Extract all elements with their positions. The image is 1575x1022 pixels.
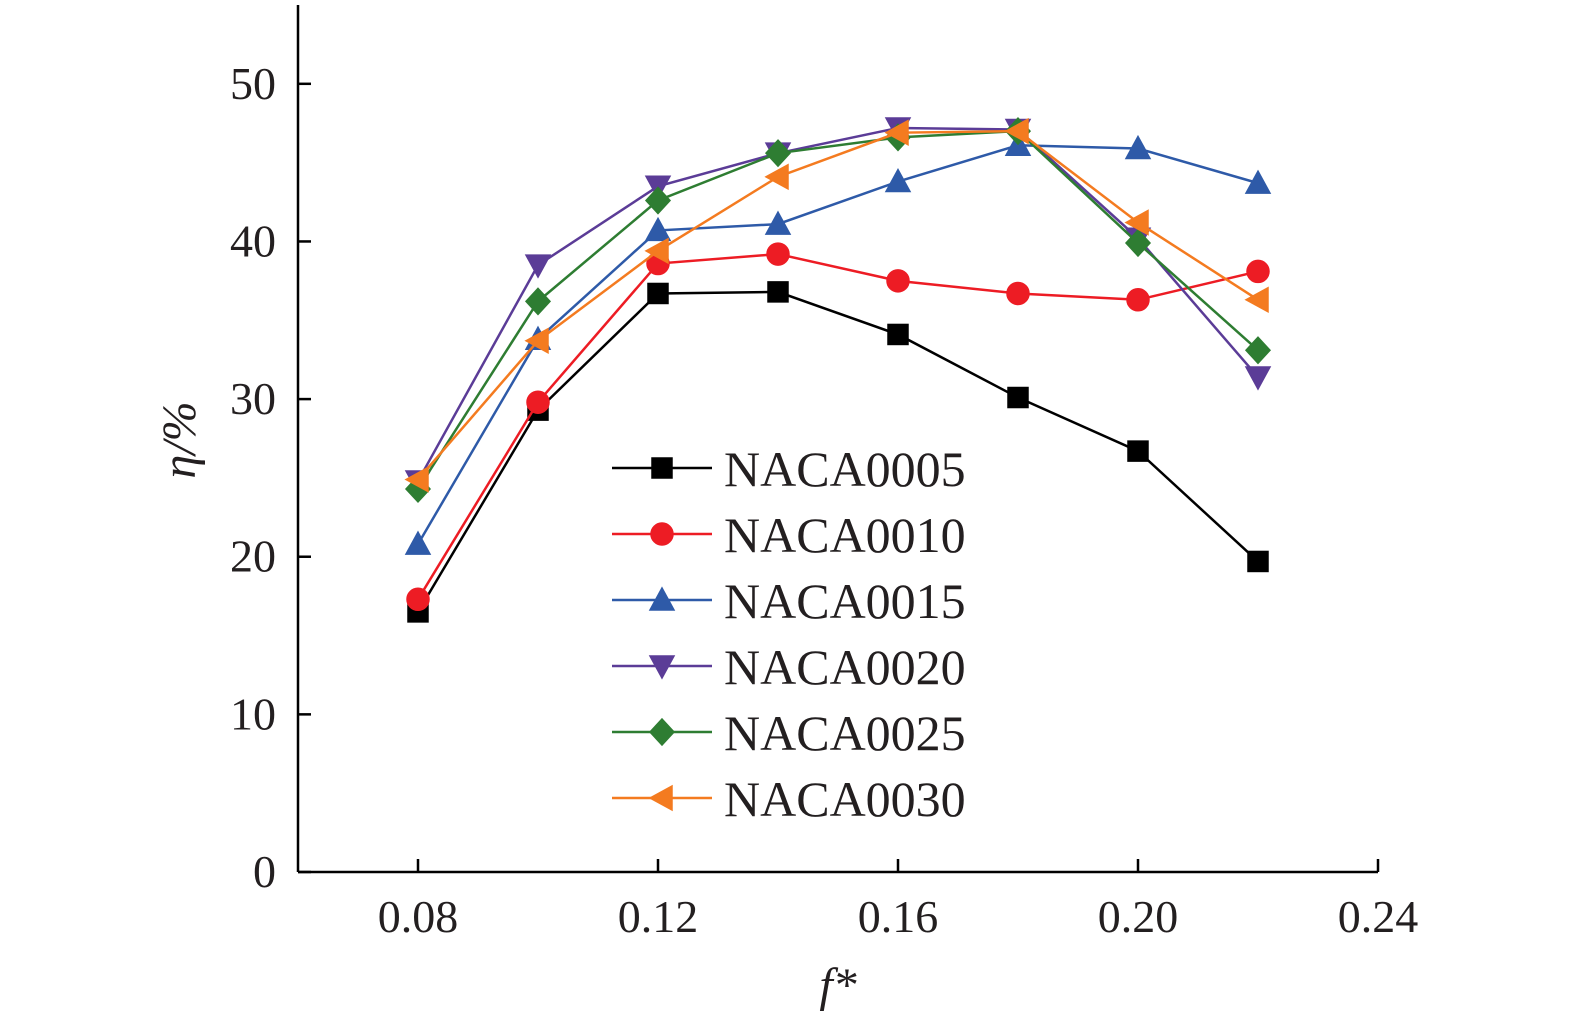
data-point-naca0015 [764, 210, 792, 235]
series-line-naca0030 [417, 129, 1259, 481]
legend-item-naca0030: NACA0030 [612, 771, 966, 827]
data-point-naca0005 [767, 281, 789, 303]
data-point-naca0010 [1126, 288, 1150, 312]
data-point-naca0025 [1124, 228, 1152, 258]
y-ticks: 0 10 20 30 40 50 [230, 58, 311, 897]
legend-marker [648, 655, 676, 680]
data-point-naca0030 [764, 163, 789, 191]
x-tick-label: 0.24 [1338, 891, 1419, 942]
series-layer [404, 117, 1272, 623]
y-tick-label: 20 [230, 531, 276, 582]
data-point-naca0015 [644, 216, 672, 242]
data-point-naca0010 [1006, 281, 1030, 306]
data-point-naca0030 [884, 119, 909, 146]
series-line-naca0010 [416, 252, 1259, 600]
y-tick-label: 30 [230, 373, 276, 424]
legend-label: NACA0010 [724, 507, 966, 563]
data-point-naca0015 [1124, 134, 1152, 160]
legend-label: NACA0025 [724, 705, 966, 761]
data-point-naca0005 [647, 282, 669, 305]
legend-item-naca0005: NACA0005 [612, 441, 966, 497]
x-ticks: 0.08 0.12 0.16 0.20 0.24 [378, 859, 1419, 942]
legend-item-naca0020: NACA0020 [612, 639, 966, 695]
legend-marker [648, 784, 673, 812]
data-point-naca0015 [884, 167, 912, 193]
data-point-naca0010 [406, 587, 430, 612]
legend-marker [650, 522, 674, 546]
y-tick-label: 50 [230, 58, 276, 109]
data-point-naca0025 [524, 287, 552, 316]
legend-marker [648, 586, 676, 611]
series-naca0005 [407, 281, 1269, 623]
axes [296, 5, 1378, 874]
legend-label: NACA0005 [724, 441, 966, 497]
data-point-naca0030 [404, 466, 429, 493]
data-point-naca0030 [1004, 117, 1029, 145]
y-tick-label: 40 [230, 215, 276, 266]
data-point-naca0010 [886, 269, 910, 293]
series-line-naca0015 [416, 144, 1259, 545]
data-point-naca0030 [524, 327, 549, 355]
legend-marker [648, 717, 676, 747]
data-point-naca0020 [524, 254, 552, 279]
legend-item-naca0025: NACA0025 [612, 705, 966, 761]
data-point-naca0005 [1247, 550, 1269, 573]
series-line-naca0025 [416, 129, 1259, 490]
legend-label: NACA0015 [724, 573, 966, 629]
y-tick-label: 10 [230, 688, 276, 739]
data-point-naca0025 [1244, 336, 1272, 365]
data-point-naca0025 [644, 186, 672, 215]
data-point-naca0005 [1007, 386, 1029, 409]
series-line-naca0020 [416, 126, 1259, 482]
data-point-naca0030 [644, 237, 669, 265]
legend-label: NACA0030 [724, 771, 966, 827]
data-point-naca0010 [526, 390, 550, 414]
x-tick-label: 0.16 [858, 891, 939, 942]
x-tick-label: 0.08 [378, 891, 459, 942]
data-point-naca0010 [1246, 259, 1270, 284]
x-tick-label: 0.12 [618, 891, 699, 942]
y-axis-title: η/% [153, 401, 206, 478]
data-point-naca0010 [766, 242, 790, 266]
legend-item-naca0015: NACA0015 [612, 573, 966, 629]
legend: NACA0005 NACA0010 NACA0015 NACA0020 NACA0025… [612, 441, 966, 827]
x-tick-label: 0.20 [1098, 891, 1179, 942]
data-point-naca0020 [1244, 366, 1272, 391]
series-naca0010 [406, 242, 1270, 612]
series-line-naca0005 [416, 290, 1259, 613]
data-point-naca0030 [1124, 209, 1149, 236]
legend-marker [651, 457, 673, 479]
data-point-naca0005 [1127, 440, 1149, 462]
x-axis-title: f* [819, 959, 856, 1012]
data-point-naca0030 [1244, 286, 1269, 314]
legend-item-naca0010: NACA0010 [612, 507, 966, 563]
data-point-naca0005 [887, 323, 909, 346]
y-tick-label: 0 [253, 846, 276, 897]
legend-label: NACA0020 [724, 639, 966, 695]
data-point-naca0015 [1244, 169, 1272, 194]
series-naca0030 [404, 117, 1269, 493]
data-point-naca0015 [404, 530, 432, 555]
data-point-naca0025 [764, 139, 792, 168]
